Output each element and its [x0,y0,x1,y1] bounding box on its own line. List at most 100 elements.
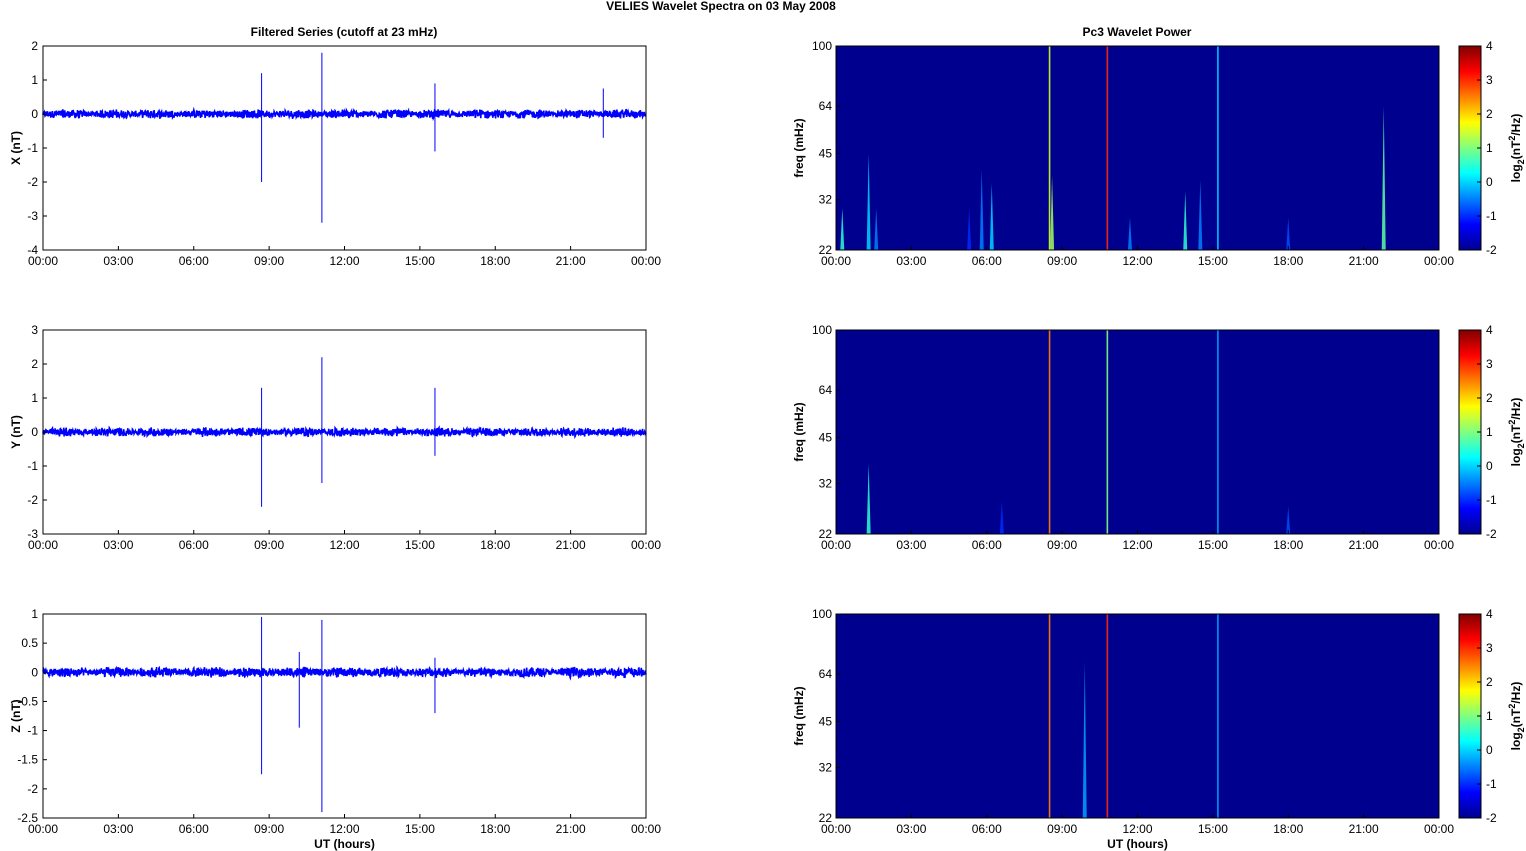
right-column-title: Pc3 Wavelet Power [1083,25,1192,39]
colorbar-label-part: log [1509,164,1523,182]
power-streak [1106,614,1109,818]
ytick-label: 32 [819,761,833,775]
ts-xtick-label: 09:00 [254,538,284,552]
y-axis-label: freq (mHz) [792,118,806,177]
ytick-label: -0.5 [17,694,38,708]
ytick-label: 100 [812,323,832,337]
ts-xtick-label: 03:00 [103,538,133,552]
colorbar-tick-label: 3 [1486,641,1493,655]
ytick-label: -4 [27,243,38,257]
ts-xtick-label: 00:00 [28,822,58,836]
power-streak [1217,46,1219,250]
ytick-label: 64 [819,99,833,113]
ytick-label: 45 [819,431,833,445]
ts-xtick-label: 03:00 [103,254,133,268]
spec-xtick-label: 06:00 [972,538,1002,552]
colorbar-tick-label: -2 [1486,243,1497,257]
colorbar-label-part: 2 [1516,443,1526,448]
ytick-label: 100 [812,607,832,621]
timeseries-panel-x: 210-1-2-3-400:00 03:00 06:00 09:00 12:00 15:0… [9,39,661,268]
power-streak [866,153,871,250]
spectrogram-background [836,46,1439,250]
ytick-label: 100 [812,39,832,53]
y-axis-label: Y (nT) [9,415,23,449]
ts-xtick-label: 00:00 [631,538,661,552]
colorbar-tick-label: 4 [1486,39,1493,53]
colorbar-tick-label: 3 [1486,73,1493,87]
power-streak [1286,506,1291,534]
spec-xtick-label: 21:00 [1349,538,1379,552]
spec-xtick-label: 00:00 [821,254,851,268]
colorbar-label-part: 2 [1516,727,1526,732]
power-streak [1050,176,1055,250]
colorbar-tick-label: 3 [1486,357,1493,371]
spec-xtick-label: 03:00 [896,254,926,268]
x-axis-label: UT (hours) [314,837,375,851]
colorbar-label: log2(nT2/Hz) [1507,682,1526,751]
power-streak [1048,330,1051,534]
series-trace [42,425,647,440]
spec-xtick-label: 06:00 [972,254,1002,268]
ytick-label: 1 [31,607,38,621]
spec-xtick-label: 00:00 [1424,822,1454,836]
colorbar-tick-label: 0 [1486,743,1493,757]
power-streak [1048,614,1051,818]
y-axis-label: freq (mHz) [792,686,806,745]
ytick-label: -1 [27,724,38,738]
y-axis-label: Z (nT) [9,699,23,732]
ytick-label: -2 [27,493,38,507]
power-streak [1286,217,1291,250]
ts-xtick-label: 00:00 [631,822,661,836]
ts-xtick-label: 18:00 [480,822,510,836]
power-streak [1198,179,1203,250]
colorbar-label-part: log [1509,732,1523,750]
spec-xtick-label: 00:00 [821,822,851,836]
ts-xtick-label: 06:00 [179,822,209,836]
colorbar-tick-label: 2 [1486,675,1493,689]
colorbar-label-part: 2 [1507,704,1517,709]
power-streak [1048,46,1051,250]
spec-xtick-label: 00:00 [821,538,851,552]
spec-xtick-label: 12:00 [1122,254,1152,268]
power-streak [967,208,972,250]
ytick-label: 45 [819,147,833,161]
ytick-label: 32 [819,193,833,207]
ts-xtick-label: 09:00 [254,822,284,836]
ts-xtick-label: 18:00 [480,254,510,268]
power-streak [1381,106,1386,250]
power-streak [1106,46,1109,250]
ts-xtick-label: 21:00 [556,254,586,268]
ts-xtick-label: 12:00 [329,254,359,268]
spec-xtick-label: 12:00 [1122,538,1152,552]
colorbar-label-part: /Hz) [1509,682,1523,704]
ytick-label: 1 [31,391,38,405]
ts-xtick-label: 15:00 [405,822,435,836]
plot-area [43,614,646,818]
power-streak [874,208,879,250]
ytick-label: 0.5 [21,636,38,650]
panels-group: 210-1-2-3-400:00 03:00 06:00 09:00 12:00 15:0… [9,39,1526,851]
ts-xtick-label: 06:00 [179,538,209,552]
colorbar-tick-label: 1 [1486,141,1493,155]
spec-xtick-label: 15:00 [1198,538,1228,552]
timeseries-panel-z: 10.50-0.5-1-1.5-2-2.500:00 03:00 06:00 09:0… [9,607,661,851]
colorbar-tick-label: -2 [1486,527,1497,541]
spec-xtick-label: 18:00 [1273,254,1303,268]
colorbar-label-part: 2 [1507,136,1517,141]
power-streak [1127,217,1132,250]
figure-title: VELIES Wavelet Spectra on 03 May 2008 [606,0,836,13]
spec-xtick-label: 03:00 [896,822,926,836]
y-axis-label: X (nT) [9,131,23,165]
spec-xtick-label: 09:00 [1047,822,1077,836]
power-streak [989,183,994,250]
ts-xtick-label: 15:00 [405,538,435,552]
colorbar-tick-label: 1 [1486,425,1493,439]
ytick-label: 1 [31,73,38,87]
spec-xtick-label: 18:00 [1273,822,1303,836]
